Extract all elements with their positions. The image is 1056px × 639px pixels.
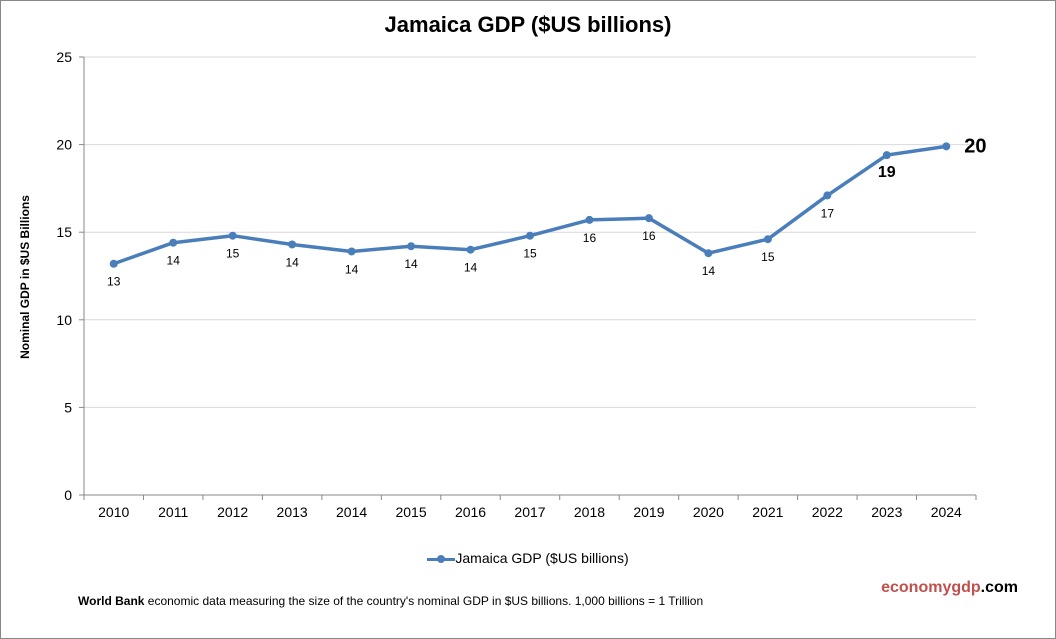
x-tick-label: 2014 [336, 504, 367, 520]
legend: Jamaica GDP ($US billions) [0, 550, 1056, 566]
brand-logo: economygdp.com [881, 579, 1018, 597]
data-label: 14 [702, 264, 716, 278]
brand-suffix: .com [980, 579, 1018, 596]
legend-marker [427, 554, 456, 564]
data-label: 17 [821, 206, 835, 220]
x-tick-label: 2019 [633, 504, 664, 520]
data-label: 14 [167, 254, 181, 268]
source-name: World Bank [78, 594, 145, 608]
x-tick-label: 2011 [158, 504, 188, 520]
x-tick-label: 2012 [217, 504, 248, 520]
data-point [109, 259, 118, 268]
y-tick-label: 0 [64, 487, 72, 503]
y-tick-label: 15 [56, 224, 72, 240]
data-label: 15 [761, 250, 775, 264]
x-tick-label: 2023 [871, 504, 902, 520]
data-label: 16 [642, 229, 656, 243]
chart-title: Jamaica GDP ($US billions) [384, 12, 672, 37]
y-tick-label: 5 [64, 399, 72, 415]
data-point [466, 245, 475, 254]
data-label: 14 [404, 257, 418, 271]
data-point [407, 242, 416, 251]
x-tick-label: 2010 [98, 504, 129, 520]
data-point [228, 231, 237, 240]
x-tick-label: 2024 [931, 504, 962, 520]
data-label: 16 [583, 231, 597, 245]
brand-main: economygdp [881, 579, 981, 596]
data-label: 14 [345, 262, 359, 276]
x-tick-label: 2013 [277, 504, 308, 520]
data-point [704, 249, 713, 258]
data-point [882, 151, 891, 160]
data-point [288, 240, 297, 249]
source-text: economic data measuring the size of the … [144, 594, 704, 608]
x-tick-label: 2016 [455, 504, 486, 520]
data-point [763, 235, 772, 244]
data-label: 15 [523, 247, 537, 261]
x-tick-label: 2021 [752, 504, 783, 520]
x-tick-label: 2017 [514, 504, 545, 520]
data-point [823, 191, 832, 200]
data-point [942, 142, 951, 151]
data-label: 20 [964, 135, 986, 157]
source-note: World Bank economic data measuring the s… [78, 594, 703, 608]
legend-label: Jamaica GDP ($US billions) [455, 550, 629, 566]
data-label: 14 [285, 255, 299, 269]
data-point [644, 214, 653, 223]
x-tick-label: 2020 [693, 504, 724, 520]
data-point [347, 247, 356, 256]
data-point [169, 238, 178, 247]
data-label: 19 [878, 164, 896, 181]
y-tick-label: 10 [56, 312, 72, 328]
data-label: 15 [226, 247, 240, 261]
x-tick-label: 2015 [395, 504, 426, 520]
x-tick-label: 2022 [812, 504, 843, 520]
data-point [585, 215, 594, 224]
x-tick-label: 2018 [574, 504, 605, 520]
y-tick-label: 20 [56, 137, 72, 153]
data-point [526, 231, 534, 240]
data-label: 14 [464, 261, 478, 275]
y-tick-label: 25 [56, 49, 72, 65]
data-label: 13 [107, 275, 121, 289]
